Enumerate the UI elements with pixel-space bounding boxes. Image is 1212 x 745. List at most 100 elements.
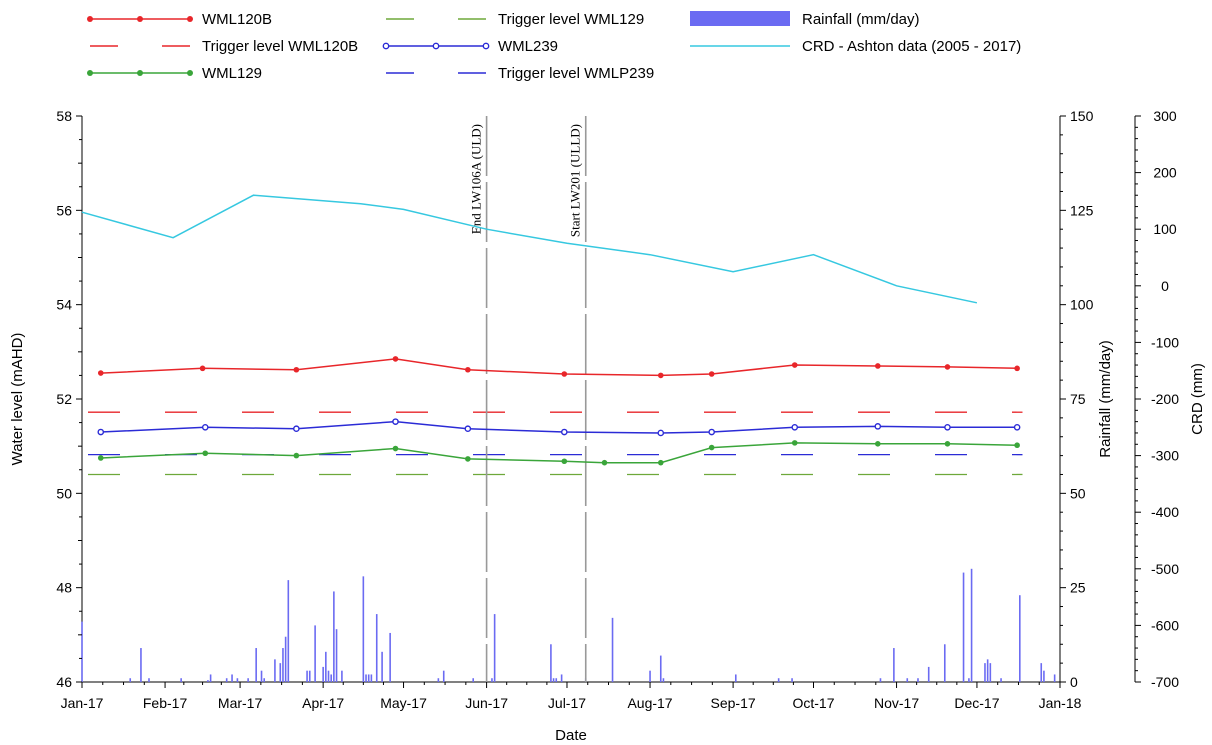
legend-item: Trigger level WML129 xyxy=(386,11,644,28)
x-tick-label: Jul-17 xyxy=(548,695,586,711)
rainfall-bar xyxy=(659,655,662,682)
rainfall-bar xyxy=(335,629,338,682)
rainfall-bar xyxy=(927,666,930,682)
rainfall-bar xyxy=(734,674,737,682)
legend-marker xyxy=(137,16,143,22)
data-point xyxy=(944,441,951,447)
annotation-label: End LW106A (ULD) xyxy=(469,124,484,234)
x-tick-label: Feb-17 xyxy=(143,695,188,711)
rainfall-tick-label: 150 xyxy=(1070,108,1094,124)
rainfall-bar xyxy=(333,591,335,682)
legend-marker xyxy=(432,42,440,50)
rainfall-bar xyxy=(552,678,555,682)
rainfall-bar xyxy=(129,678,132,682)
annotation-label: Start LW201 (ULLD) xyxy=(568,124,583,237)
legend: WML120B Trigger level WML120B WML129 Trigge… xyxy=(87,11,1021,82)
legend-label: WML120B xyxy=(202,11,272,28)
legend-marker xyxy=(87,16,93,22)
rainfall-bar xyxy=(263,678,266,682)
rainfall-bar xyxy=(148,678,150,682)
rainfall-bar xyxy=(314,625,316,682)
x-tick-label: Nov-17 xyxy=(874,695,919,711)
rainfall-bar xyxy=(140,648,142,682)
legend-marker xyxy=(187,16,193,22)
x-tick-label: Apr-17 xyxy=(302,695,344,711)
x-tick-label: Jan-18 xyxy=(1039,695,1082,711)
legend-label: Trigger level WMLP239 xyxy=(498,65,654,82)
data-point xyxy=(199,365,206,372)
axes: Jan-17 Feb-17 Mar-17 Apr-17 May-17 Jun-17 Jul-… xyxy=(9,108,1206,744)
x-axis-title: Date xyxy=(555,727,587,744)
rainfall-bar xyxy=(777,678,780,682)
rainfall-bar xyxy=(325,651,327,682)
rainfall-bar xyxy=(306,670,308,682)
series xyxy=(81,194,1021,466)
rainfall-bar xyxy=(879,678,882,682)
legend-marker xyxy=(187,70,193,76)
left-tick-label: 46 xyxy=(56,674,72,690)
data-point xyxy=(1014,365,1020,372)
left-tick-label: 54 xyxy=(56,297,72,313)
data-point xyxy=(392,418,399,425)
rainfall-bar xyxy=(968,678,970,682)
series-line xyxy=(100,358,1018,377)
series-line xyxy=(81,194,978,304)
rainfall-bar xyxy=(893,648,895,682)
rainfall-bar xyxy=(365,674,367,682)
rainfall-bar xyxy=(341,670,343,682)
rainfall-bar xyxy=(906,678,909,682)
rainfall-bar xyxy=(943,644,946,682)
crd-tick-label: 300 xyxy=(1153,108,1177,124)
legend-marker xyxy=(87,70,93,76)
rainfall-bar xyxy=(308,670,311,682)
data-point xyxy=(293,452,300,459)
rainfall-bar xyxy=(370,674,373,682)
rainfall-bar xyxy=(260,670,263,682)
rainfall-bar xyxy=(649,670,651,682)
data-point xyxy=(561,428,568,436)
legend-item: Trigger level WML120B xyxy=(90,38,358,55)
data-point xyxy=(874,363,881,369)
rainfall-axis-title: Rainfall (mm/day) xyxy=(1097,340,1114,458)
left-tick-label: 58 xyxy=(56,108,72,124)
left-tick-label: 52 xyxy=(56,391,72,407)
rainfall-bar xyxy=(274,659,276,682)
rainfall-bar xyxy=(279,663,282,682)
data-point xyxy=(791,423,799,431)
x-tick-label: Aug-17 xyxy=(627,695,672,711)
rainfall-bar xyxy=(611,617,614,682)
legend-marker xyxy=(137,70,143,76)
data-point xyxy=(561,458,568,465)
x-tick-label: Jun-17 xyxy=(465,695,508,711)
legend-marker xyxy=(482,42,490,50)
rainfall-bar xyxy=(1040,663,1043,682)
rainfall-bar xyxy=(662,678,665,682)
rainfall-bar xyxy=(327,670,330,682)
crd-tick-label: -600 xyxy=(1151,617,1179,633)
legend-label: Trigger level WML120B xyxy=(202,38,358,55)
rainfall-bar xyxy=(984,663,986,682)
rainfall-bar xyxy=(236,678,239,682)
rainfall-bar xyxy=(493,614,496,682)
rainfall-bar xyxy=(989,663,992,682)
legend-item: Rainfall (mm/day) xyxy=(690,11,920,28)
legend-swatch xyxy=(690,11,790,26)
rainfall-tick-label: 25 xyxy=(1070,580,1086,596)
data-point xyxy=(392,356,399,362)
data-point xyxy=(944,423,951,431)
rainfall-bar xyxy=(1000,678,1002,682)
data-point xyxy=(464,425,472,433)
legend-item: WML129 xyxy=(87,65,262,82)
x-tick-label: Oct-17 xyxy=(792,695,834,711)
data-point xyxy=(874,423,882,430)
legend-label: CRD - Ashton data (2005 - 2017) xyxy=(802,38,1021,55)
rainfall-bar xyxy=(231,674,233,682)
rainfall-bar xyxy=(287,580,290,682)
rainfall-bar xyxy=(1019,595,1021,682)
data-point xyxy=(561,371,568,377)
rainfall-bar xyxy=(209,674,212,682)
crd-axis-title: CRD (mm) xyxy=(1189,363,1206,435)
rainfall-bar xyxy=(1043,670,1045,682)
crd-tick-label: -700 xyxy=(1151,674,1179,690)
